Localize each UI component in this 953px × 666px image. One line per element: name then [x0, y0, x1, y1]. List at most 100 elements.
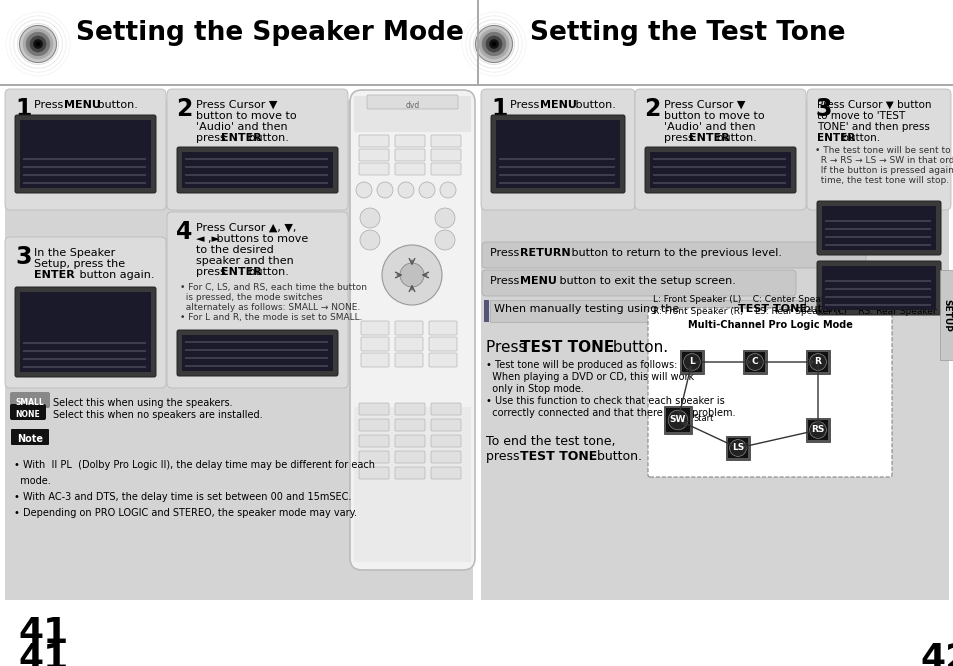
Circle shape — [381, 245, 441, 305]
Bar — [665, 408, 689, 432]
Bar — [681, 352, 701, 372]
Text: RETURN: RETURN — [519, 248, 570, 258]
Text: time, the test tone will stop.: time, the test tone will stop. — [814, 176, 948, 185]
Text: Setup, press the: Setup, press the — [34, 259, 125, 269]
Text: Press: Press — [485, 340, 531, 355]
FancyBboxPatch shape — [431, 403, 460, 415]
Bar — [23, 174, 146, 176]
Text: press: press — [663, 133, 697, 143]
Text: button.: button. — [94, 100, 138, 110]
Text: 41: 41 — [18, 616, 69, 650]
FancyBboxPatch shape — [395, 135, 424, 147]
Bar — [0, 84, 476, 85]
Circle shape — [376, 182, 393, 198]
Bar — [498, 158, 615, 160]
Text: • The test tone will be sent to L → C →: • The test tone will be sent to L → C → — [814, 146, 953, 155]
Text: 2: 2 — [175, 97, 193, 121]
Bar — [23, 182, 146, 184]
FancyBboxPatch shape — [395, 337, 422, 351]
FancyBboxPatch shape — [350, 90, 475, 570]
Bar — [476, 0, 478, 86]
Bar — [185, 182, 328, 184]
Text: 1: 1 — [15, 97, 31, 121]
FancyBboxPatch shape — [395, 467, 424, 479]
Text: L: Front Speaker (L)    C: Center Speaker    SW: Subwoofer: L: Front Speaker (L) C: Center Speaker S… — [652, 295, 914, 304]
Text: is pressed, the mode switches: is pressed, the mode switches — [180, 293, 322, 302]
FancyBboxPatch shape — [15, 115, 156, 193]
Text: Press: Press — [510, 100, 542, 110]
Bar — [824, 288, 930, 290]
Bar — [5, 100, 473, 600]
Text: • For L and R, the mode is set to SMALL.: • For L and R, the mode is set to SMALL. — [180, 313, 362, 322]
Bar — [742, 350, 766, 374]
FancyBboxPatch shape — [358, 403, 389, 415]
Bar — [23, 350, 146, 352]
Text: Press: Press — [34, 100, 67, 110]
FancyBboxPatch shape — [431, 451, 460, 463]
Text: C: C — [751, 358, 758, 366]
Text: 4: 4 — [175, 220, 193, 244]
Bar — [821, 266, 935, 310]
Text: SETUP: SETUP — [942, 298, 950, 332]
Text: ENTER: ENTER — [816, 133, 854, 143]
Bar — [652, 158, 785, 160]
FancyBboxPatch shape — [367, 95, 457, 109]
Bar — [725, 436, 749, 460]
FancyBboxPatch shape — [395, 435, 424, 447]
Circle shape — [485, 36, 502, 53]
Text: • Use this function to check that each speaker is: • Use this function to check that each s… — [485, 396, 724, 406]
Bar — [807, 352, 827, 372]
Bar — [824, 220, 930, 222]
Circle shape — [435, 208, 455, 228]
FancyBboxPatch shape — [490, 300, 859, 322]
Bar — [185, 349, 328, 351]
FancyBboxPatch shape — [358, 451, 389, 463]
Circle shape — [26, 32, 51, 56]
Text: R: Front Speaker (R)    LS: Rear Speaker (L)    RS: Rear Speaker (R): R: Front Speaker (R) LS: Rear Speaker (L… — [652, 307, 952, 316]
Bar — [8, 396, 343, 422]
Text: MENU: MENU — [64, 100, 101, 110]
Bar — [727, 438, 747, 458]
Text: 3: 3 — [15, 245, 31, 269]
FancyBboxPatch shape — [10, 404, 46, 420]
Text: R → RS → LS → SW in that order.: R → RS → LS → SW in that order. — [814, 156, 953, 165]
Text: dvd: dvd — [405, 101, 419, 110]
Circle shape — [399, 263, 423, 287]
Bar — [824, 228, 930, 230]
Bar — [23, 366, 146, 368]
Circle shape — [397, 182, 414, 198]
Text: alternately as follows: SMALL → NONE.: alternately as follows: SMALL → NONE. — [180, 303, 360, 312]
Bar — [185, 166, 328, 168]
FancyBboxPatch shape — [635, 89, 805, 210]
Bar — [354, 96, 471, 132]
Text: press: press — [195, 133, 229, 143]
Text: NONE: NONE — [15, 410, 40, 419]
Bar — [805, 418, 829, 442]
Text: Setting the Speaker Mode: Setting the Speaker Mode — [76, 20, 463, 46]
FancyBboxPatch shape — [395, 163, 424, 175]
FancyBboxPatch shape — [360, 337, 389, 351]
FancyBboxPatch shape — [431, 467, 460, 479]
Text: button again.: button again. — [76, 270, 154, 280]
FancyBboxPatch shape — [806, 89, 950, 210]
Circle shape — [809, 422, 825, 438]
Text: button.: button. — [593, 450, 641, 463]
Bar — [652, 182, 785, 184]
Text: ENTER: ENTER — [221, 267, 262, 277]
FancyBboxPatch shape — [429, 353, 456, 367]
Text: to move to 'TEST: to move to 'TEST — [816, 111, 904, 121]
Text: ENTER: ENTER — [34, 270, 74, 280]
Bar — [185, 357, 328, 359]
Circle shape — [23, 29, 53, 59]
Text: 1: 1 — [491, 97, 507, 121]
Bar — [23, 342, 146, 344]
Text: 'Audio' and then: 'Audio' and then — [663, 122, 755, 132]
Bar — [185, 341, 328, 343]
Bar — [23, 358, 146, 360]
Text: In the Speaker: In the Speaker — [34, 248, 115, 258]
FancyBboxPatch shape — [358, 135, 389, 147]
Text: MENU: MENU — [539, 100, 577, 110]
Circle shape — [355, 182, 372, 198]
Text: To end the test tone,: To end the test tone, — [485, 435, 615, 448]
Bar — [679, 350, 703, 374]
